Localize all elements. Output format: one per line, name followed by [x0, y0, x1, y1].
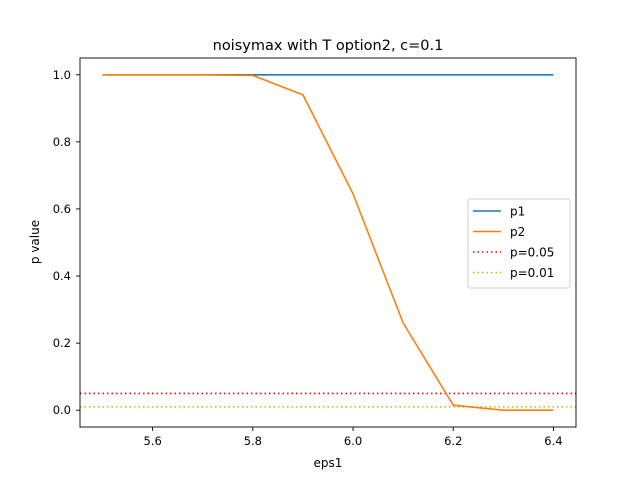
y-tick-label: 1.0 — [53, 68, 71, 82]
axes-frame — [79, 57, 577, 428]
y-tick-label: 0.0 — [53, 403, 71, 417]
legend: p1 p2 p=0.05 p=0.01 — [467, 198, 571, 289]
plot-area: 5.6 5.8 6.0 6.2 6.4 0.0 0.2 0.4 0.6 0.8 1.0 — [53, 57, 577, 448]
y-tick-label: 0.2 — [53, 336, 71, 350]
x-tick-label: 6.2 — [444, 434, 462, 448]
y-tick-label: 0.4 — [53, 269, 71, 283]
legend-label: p=0.01 — [510, 266, 554, 280]
x-tick-label: 6.4 — [544, 434, 562, 448]
y-axis-label: p value — [28, 220, 42, 264]
x-tick-label: 5.8 — [244, 434, 262, 448]
legend-label: p1 — [510, 205, 525, 219]
x-axis-label: eps1 — [314, 456, 343, 470]
y-tick-label: 0.6 — [53, 202, 71, 216]
legend-label: p=0.05 — [510, 246, 554, 260]
series-group — [80, 73, 576, 412]
legend-box — [467, 198, 571, 289]
series-line-p2 — [102, 73, 554, 412]
y-tick-label: 0.8 — [53, 135, 71, 149]
chart-title: noisymax with T option2, c=0.1 — [213, 38, 444, 54]
x-tick-label: 6.0 — [344, 434, 362, 448]
legend-label: p2 — [510, 225, 525, 239]
x-tick-label: 5.6 — [143, 434, 161, 448]
